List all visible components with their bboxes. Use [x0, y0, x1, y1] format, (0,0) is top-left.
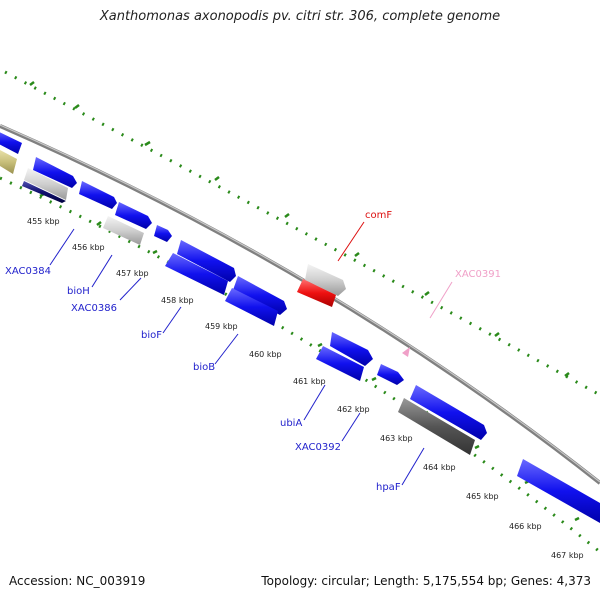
gene-feature-inner-1 — [0, 150, 17, 174]
gene-label-xac0384: XAC0384 — [5, 266, 51, 277]
gene-label-biob: bioB — [193, 362, 215, 373]
gene-label-xac0386: XAC0386 — [71, 303, 117, 314]
gene-features — [0, 132, 600, 523]
gene-feature-outer-2 — [305, 264, 346, 296]
outer-dotted-arc — [4, 70, 600, 397]
gene-label-bioh: bioH — [67, 286, 90, 297]
bp-label: 462 kbp — [337, 405, 370, 414]
inner-dotted-arc — [0, 176, 600, 554]
gene-feature-outer-1 — [0, 132, 22, 154]
gene-feature-inner-8 — [316, 346, 364, 381]
bp-label: 463 kbp — [380, 434, 413, 443]
gene-feature-inner-4 — [103, 216, 144, 245]
bp-label: 457 kbp — [116, 269, 149, 278]
bp-label: 460 kbp — [249, 350, 282, 359]
topology-text: Topology: circular; Length: 5,175,554 bp… — [261, 574, 591, 588]
bp-label: 461 kbp — [293, 377, 326, 386]
bp-scale-labels: 455 kbp 456 kbp 457 kbp 458 kbp 459 kbp … — [27, 217, 584, 560]
gene-feature-outer-4 — [410, 385, 487, 440]
gene-feature-inner-7 — [297, 279, 336, 307]
gene-feature-outer-6 — [177, 240, 236, 282]
gene-feature-outer-3 — [330, 332, 373, 366]
gene-label-hpaf: hpaF — [376, 482, 401, 493]
gene-feature-outer-5 — [233, 276, 287, 315]
gene-label-biof: bioF — [141, 330, 162, 341]
gene-feature-outer-9 — [79, 181, 117, 209]
gene-feature-outer-11 — [154, 225, 172, 242]
bp-label: 467 kbp — [551, 551, 584, 560]
gene-feature-outer-8 — [33, 157, 77, 188]
gene-feature-inner-6 — [225, 288, 278, 326]
bp-label: 466 kbp — [509, 522, 542, 531]
gene-feature-inner-5 — [165, 253, 228, 295]
bp-label: 464 kbp — [423, 463, 456, 472]
gene-label-xac0391: XAC0391 — [455, 269, 501, 280]
bp-label: 458 kbp — [161, 296, 194, 305]
gene-feature-pink-marker — [402, 347, 410, 357]
label-leader-lines — [49, 221, 453, 486]
accession-text: Accession: NC_003919 — [9, 574, 146, 588]
bp-label: 455 kbp — [27, 217, 60, 226]
bp-label: 465 kbp — [466, 492, 499, 501]
gene-feature-inner-3 — [22, 181, 66, 203]
gene-feature-inner-2 — [24, 168, 68, 200]
map-title: Xanthomonas axonopodis pv. citri str. 30… — [99, 9, 501, 24]
gene-feature-outer-10 — [115, 202, 152, 229]
gene-label-xac0392: XAC0392 — [295, 442, 341, 453]
bp-label: 456 kbp — [72, 243, 105, 252]
gene-label-ubia: ubiA — [280, 418, 302, 429]
inner-tick-marks — [39, 192, 580, 522]
bp-label: 459 kbp — [205, 322, 238, 331]
gene-feature-outer-12 — [377, 364, 404, 385]
gene-labels: XAC0384 bioH XAC0386 bioF bioB ubiA XAC0… — [5, 210, 501, 493]
gene-feature-inner-9 — [398, 398, 475, 455]
gene-feature-outer-7 — [517, 459, 600, 523]
outer-tick-marks — [29, 81, 570, 377]
gene-label-comf: comF — [365, 210, 392, 221]
